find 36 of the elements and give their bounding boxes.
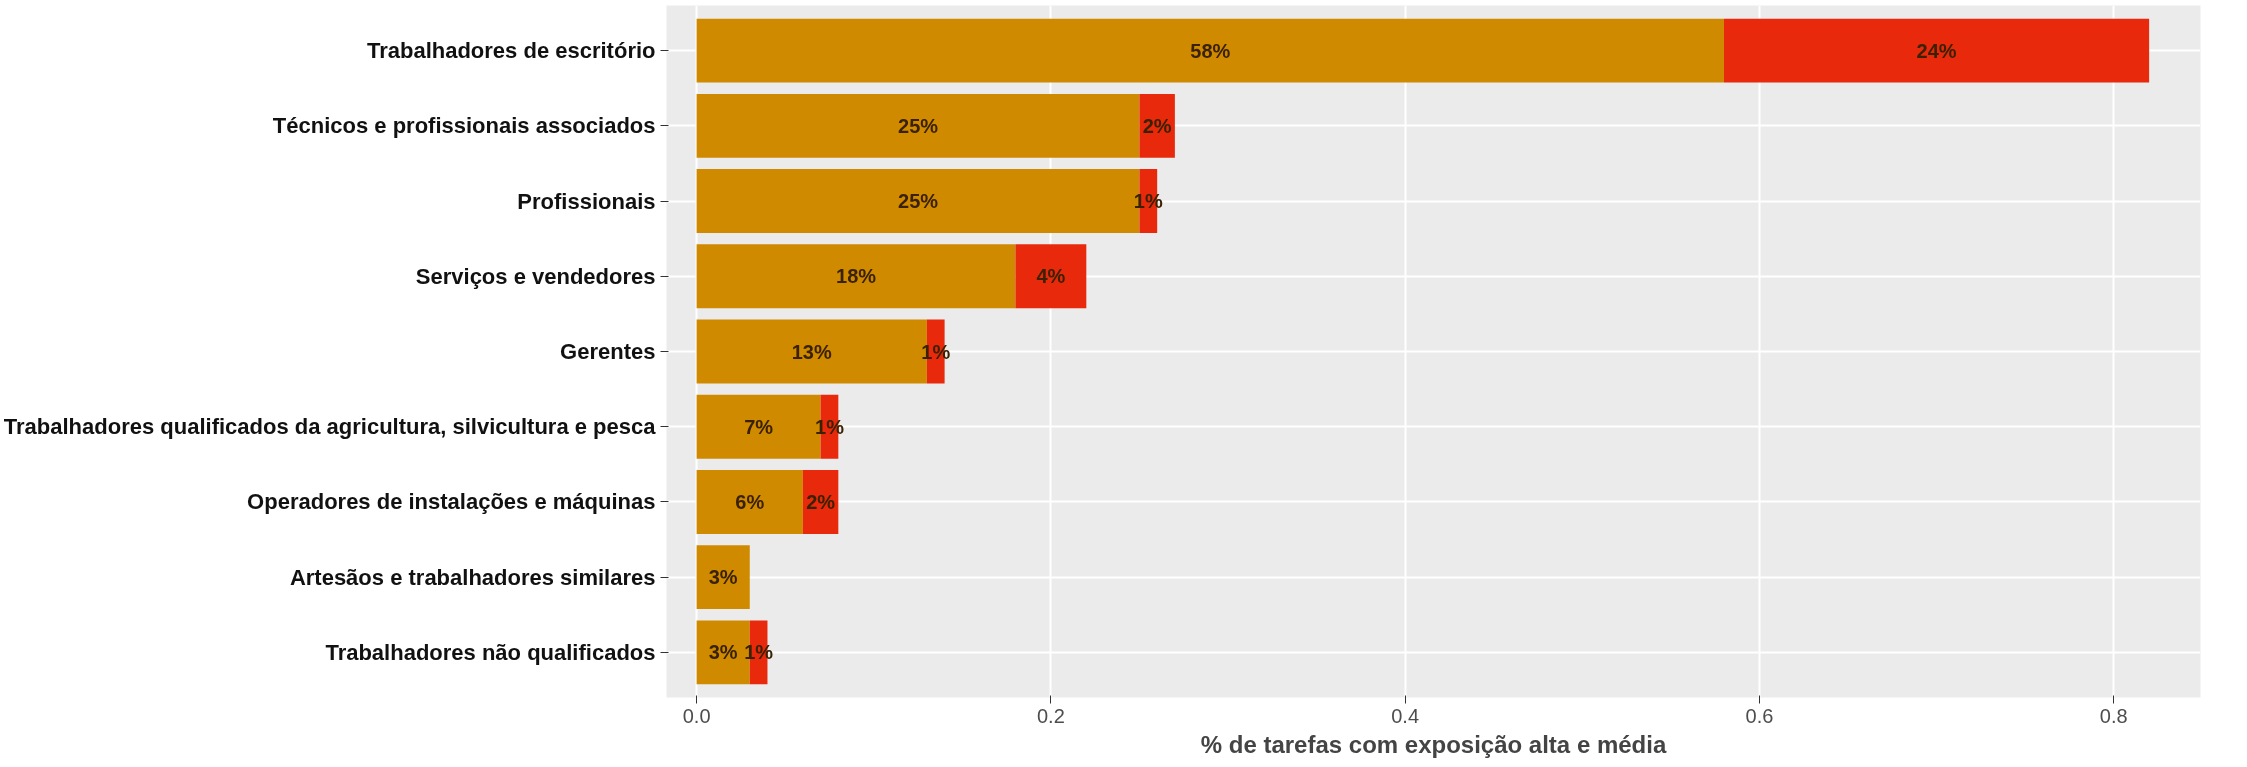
data-label: 4% — [1036, 265, 1066, 288]
y-tick-label: Trabalhadores qualificados da agricultura, silvicultura e pesca — [3, 414, 657, 440]
x-tick-label: 0.2 — [1036, 704, 1065, 727]
bar — [696, 545, 750, 610]
data-label: 25% — [898, 114, 939, 137]
x-tick-label: 0.6 — [1745, 704, 1774, 727]
y-tick-label: Gerentes — [560, 339, 656, 364]
data-label: 25% — [898, 190, 939, 213]
data-label: 2% — [806, 490, 836, 513]
y-tick-label: Trabalhadores não qualificados — [325, 639, 656, 665]
y-tick-label: Artesãos e trabalhadores similares — [289, 564, 656, 590]
data-label: 2% — [1142, 114, 1172, 137]
data-label: 6% — [735, 490, 765, 513]
data-label: 24% — [1916, 39, 1957, 62]
data-label: 7% — [744, 415, 774, 438]
y-tick-label: Profissionais — [517, 188, 656, 214]
x-axis-title: % de tarefas com exposição alta e média — [1200, 730, 1667, 758]
x-tick-label: 0.4 — [1391, 704, 1420, 727]
x-tick-label: 0.8 — [2099, 704, 2128, 727]
y-tick-label: Serviços e vendedores — [415, 263, 656, 289]
bar — [1015, 244, 1087, 309]
bar — [696, 18, 1724, 83]
y-tick-label: Operadores de instalações e máquinas — [247, 489, 656, 515]
x-tick-label: 0.0 — [682, 704, 711, 727]
bar — [696, 244, 1016, 309]
y-tick-label: Trabalhadores de escritório — [366, 38, 656, 64]
data-label: 18% — [836, 265, 877, 288]
data-label: 3% — [708, 566, 738, 589]
bar — [1139, 93, 1175, 158]
data-label: 3% — [708, 641, 738, 664]
bar — [696, 93, 1140, 158]
y-tick-label: Técnicos e profissionais associados — [272, 113, 656, 139]
data-label: 58% — [1190, 39, 1231, 62]
data-label: 13% — [791, 340, 832, 363]
bar — [1724, 18, 2150, 83]
bar — [696, 469, 803, 534]
